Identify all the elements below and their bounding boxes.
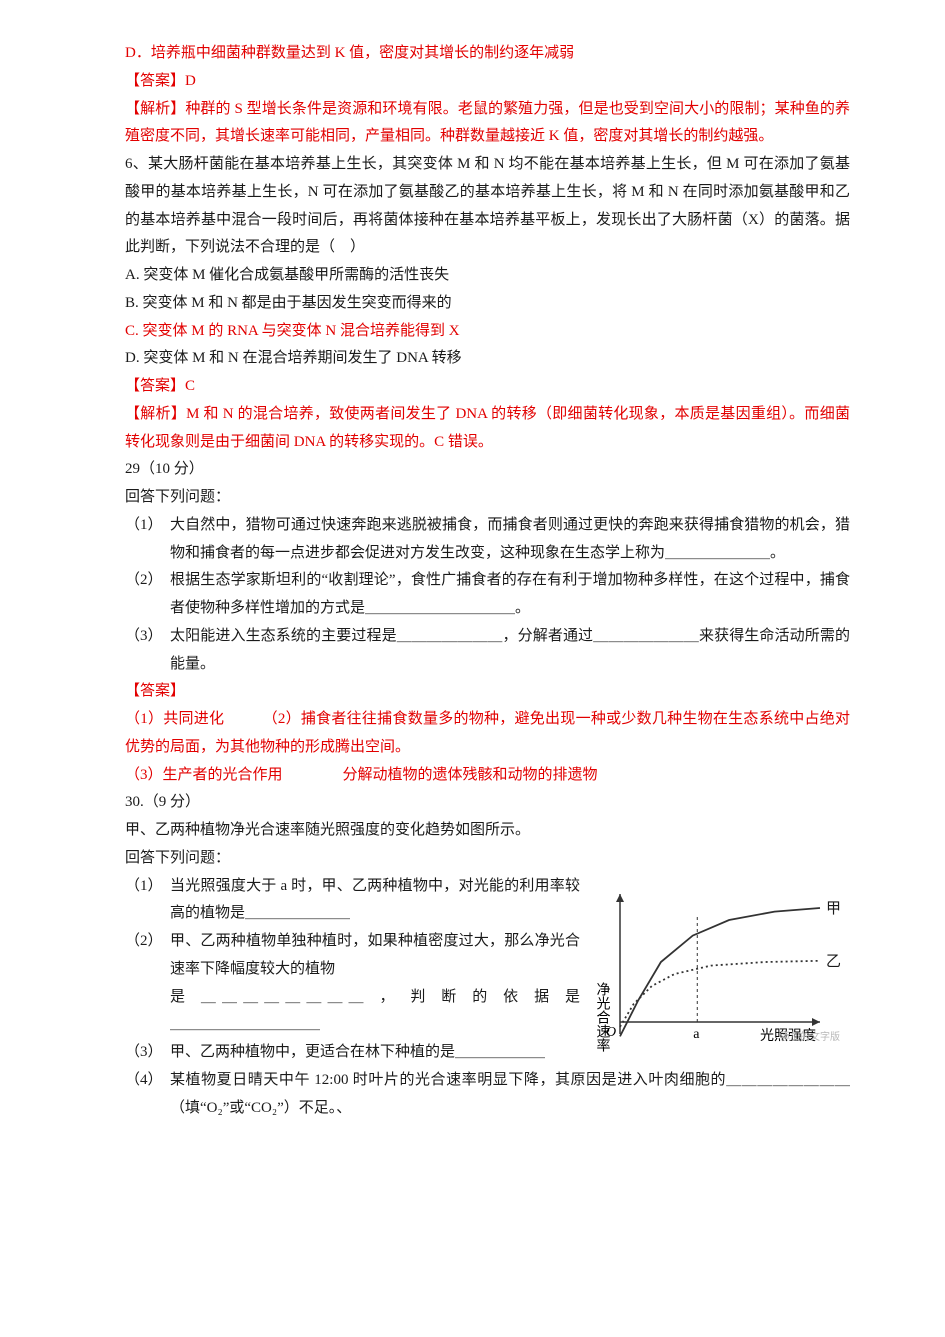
q30-1-num: （1） xyxy=(125,873,170,901)
q30-2-num: （2） xyxy=(125,928,170,956)
q30-2a: 甲、乙两种植物单独种植时，如果种植密度过大，那么净光合速率下降幅度较大的植物 xyxy=(170,928,580,984)
q30-2b: 是 ＿＿＿＿＿＿＿＿ ， 判 断 的 依 据 是 xyxy=(170,984,580,1012)
q6-opt-c: C. 突变体 M 的 RNA 与突变体 N 混合培养能得到 X xyxy=(125,318,850,346)
q29-2-num: （2） xyxy=(125,567,170,595)
q5-explain: 【解析】种群的 S 型增长条件是资源和环境有限。老鼠的繁殖力强，但是也受到空间大… xyxy=(125,96,850,152)
q30-4-body: 某植物夏日晴天中午 12:00 时叶片的光合速率明显下降，其原因是进入叶肉细胞的… xyxy=(170,1067,850,1123)
q6-stem: 6、某大肠杆菌能在基本培养基上生长，其突变体 M 和 N 均不能在基本培养基上生… xyxy=(125,151,850,262)
q29-3: （3） 太阳能进入生态系统的主要过程是＿＿＿＿＿＿＿，分解者通过＿＿＿＿＿＿＿来… xyxy=(125,623,850,679)
q30-4-num: （4） xyxy=(125,1067,170,1095)
q29-3-body: 太阳能进入生态系统的主要过程是＿＿＿＿＿＿＿，分解者通过＿＿＿＿＿＿＿来获得生命… xyxy=(170,623,850,679)
q30-intro1: 甲、乙两种植物净光合速率随光照强度的变化趋势如图所示。 xyxy=(125,817,850,845)
q6-opt-b: B. 突变体 M 和 N 都是由于基因发生突变而得来的 xyxy=(125,290,850,318)
svg-text:a: a xyxy=(693,1027,700,1042)
q30-3: （3） 甲、乙两种植物中，更适合在林下种植的是＿＿＿＿＿＿ xyxy=(125,1039,580,1067)
q6-opt-a: A. 突变体 M 催化合成氨基酸甲所需酶的活性丧失 xyxy=(125,262,850,290)
q29-a1: （1）共同进化 （2）捕食者往往捕食数量多的物种，避免出现一种或少数几种生物在生… xyxy=(125,706,850,762)
q6-answer: 【答案】C xyxy=(125,373,850,401)
photosynthesis-chart: 甲乙aO净光合速率光照强度添加的文字版 xyxy=(590,877,850,1068)
q30-intro2: 回答下列问题： xyxy=(125,845,850,873)
q6-opt-d: D. 突变体 M 和 N 在混合培养期间发生了 DNA 转移 xyxy=(125,345,850,373)
q30-2c: ＿＿＿＿＿＿＿＿＿＿ xyxy=(170,1011,580,1039)
svg-text:净光合速率: 净光合速率 xyxy=(595,982,611,1052)
q30-1: （1） 当光照强度大于 a 时，甲、乙两种植物中，对光能的利用率较高的植物是＿＿… xyxy=(125,873,580,929)
q29-2: （2） 根据生态学家斯坦利的“收割理论”，食性广捕食者的存在有利于增加物种多样性… xyxy=(125,567,850,623)
q5-answer: 【答案】D xyxy=(125,68,850,96)
svg-text:乙: 乙 xyxy=(826,953,841,969)
q30-2: （2） 甲、乙两种植物单独种植时，如果种植密度过大，那么净光合速率下降幅度较大的… xyxy=(125,928,580,1039)
q6-explain: 【解析】M 和 N 的混合培养，致使两者间发生了 DNA 的转移（即细菌转化现象… xyxy=(125,401,850,457)
svg-text:甲: 甲 xyxy=(826,901,841,917)
q5-option-d: D．培养瓶中细菌种群数量达到 K 值，密度对其增长的制约逐年减弱 xyxy=(125,40,850,68)
q29-ans-label: 【答案】 xyxy=(125,678,850,706)
q29-1-body: 大自然中，猎物可通过快速奔跑来逃脱被捕食，而捕食者则通过更快的奔跑来获得捕食猎物… xyxy=(170,512,850,568)
q29-1: （1） 大自然中，猎物可通过快速奔跑来逃脱被捕食，而捕食者则通过更快的奔跑来获得… xyxy=(125,512,850,568)
q30-3-num: （3） xyxy=(125,1039,170,1067)
q30-4: （4） 某植物夏日晴天中午 12:00 时叶片的光合速率明显下降，其原因是进入叶… xyxy=(125,1067,850,1123)
q30-1-body: 当光照强度大于 a 时，甲、乙两种植物中，对光能的利用率较高的植物是＿＿＿＿＿＿… xyxy=(170,873,580,929)
q29-header: 29（10 分） xyxy=(125,456,850,484)
q29-1-num: （1） xyxy=(125,512,170,540)
q29-intro: 回答下列问题： xyxy=(125,484,850,512)
q30-2-body: 甲、乙两种植物单独种植时，如果种植密度过大，那么净光合速率下降幅度较大的植物 是… xyxy=(170,928,580,1039)
svg-text:添加的文字版: 添加的文字版 xyxy=(780,1030,840,1043)
q30-header: 30.（9 分） xyxy=(125,789,850,817)
q29-a3: （3）生产者的光合作用 分解动植物的遗体残骸和动物的排遗物 xyxy=(125,762,850,790)
q29-2-body: 根据生态学家斯坦利的“收割理论”，食性广捕食者的存在有利于增加物种多样性，在这个… xyxy=(170,567,850,623)
q30-3-body: 甲、乙两种植物中，更适合在林下种植的是＿＿＿＿＿＿ xyxy=(170,1039,580,1067)
q29-3-num: （3） xyxy=(125,623,170,651)
